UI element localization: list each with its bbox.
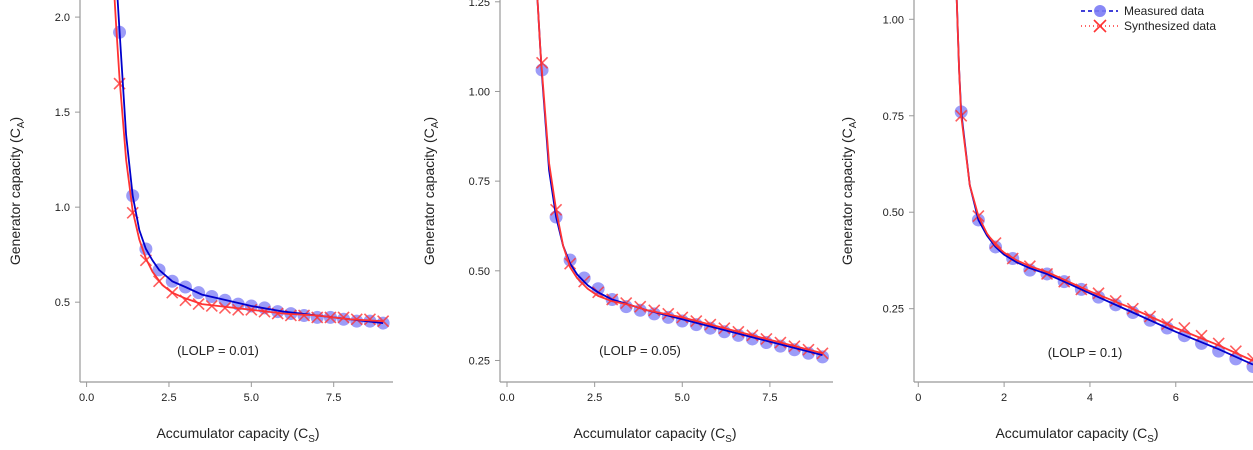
measured-data-curve [536,0,823,356]
x-tick-label: 0.0 [79,392,94,404]
synthesized-data-point [311,311,324,324]
measured-data-point [591,282,605,296]
y-axis-label-sub: A [16,121,27,128]
synthesized-data-point [337,311,350,324]
x-tick-label: 0 [915,392,921,404]
x-tick-label: 2.5 [587,392,602,404]
x-tick-label: 5.0 [675,392,690,404]
x-axis-label-text: Accumulator capacity (C [156,425,308,441]
lolp-annotation: (LOLP = 0.1) [1048,345,1123,360]
y-axis-label: Generator capacity (CA) [839,117,859,265]
x-axis-label: Accumulator capacity (CS) [573,425,736,445]
x-axis-label-sub: S [725,434,732,445]
y-axis-label: Generator capacity (CA) [421,117,441,265]
y-tick-label: 0.25 [883,304,904,316]
x-axis-label-text: Accumulator capacity (C [573,425,725,441]
chart-panel-1: 0.0 2.5 5.0 7.5 0.5 1.0 1.5 2.0 Accumulator capa… [7,0,393,445]
x-axis-label-sub: S [308,434,315,445]
x-tick-label: 4 [1087,392,1093,404]
legend-label-synthesized: Synthesized data [1124,19,1216,33]
lolp-annotation: (LOLP = 0.01) [177,343,259,358]
lolp-annotation: (LOLP = 0.05) [599,343,681,358]
x-axis-label-end: ) [315,425,320,441]
legend-entry-synthesized: Synthesized data [1081,19,1216,33]
x-tick-label: 2.5 [161,392,176,404]
y-tick-label: 0.50 [883,207,904,219]
measured-data-curve [955,0,1253,366]
legend-entry-measured: Measured data [1081,4,1204,18]
y-tick-label: 0.50 [469,266,490,278]
chart-panel-2: 0.0 2.5 5.0 7.5 0.25 0.50 0.75 1.00 1.25 Accumula… [421,0,833,445]
legend-marker-measured [1094,5,1106,17]
y-axis-label-text: Generator capacity (C [421,128,437,265]
synthesized-data-curve [955,0,1253,362]
x-tick-label: 6 [1173,392,1179,404]
synthesized-data-point [232,303,245,316]
x-axis-label: Accumulator capacity (CS) [156,425,319,445]
y-tick-label: 0.75 [469,176,490,188]
y-axis-label-sub: A [848,121,859,128]
chart-panel-3: 0 2 4 6 0.25 0.50 0.75 1.00 Accumulator capacity… [839,0,1253,445]
y-tick-label: 0.75 [883,111,904,123]
measured-data-point [271,305,285,319]
x-axis-label: Accumulator capacity (CS) [995,425,1158,445]
legend-label-measured: Measured data [1124,4,1204,18]
x-tick-label: 7.5 [326,392,341,404]
x-axis-label-end: ) [1154,425,1159,441]
y-tick-label: 1.00 [469,86,490,98]
x-tick-label: 0.0 [499,392,514,404]
synthesized-data-point [377,315,390,328]
synthesized-data-point [192,298,205,311]
plot-area [954,0,1253,374]
synthesized-data-point [363,313,377,326]
plot-area [113,0,390,330]
y-tick-label: 2.0 [55,12,70,24]
y-axis-label: Generator capacity (CA) [7,117,27,265]
y-tick-label: 1.5 [55,107,70,119]
y-tick-label: 0.5 [55,297,70,309]
x-tick-label: 7.5 [762,392,777,404]
x-axis-label-end: ) [732,425,737,441]
synthesized-data-curve [113,0,384,323]
x-axis-label-text: Accumulator capacity (C [995,425,1147,441]
synthesized-data-point [1178,321,1191,335]
y-axis-label-text: Generator capacity (C [7,128,23,265]
x-axis-label-sub: S [1147,434,1154,445]
synthesized-data-curve [536,0,823,355]
y-axis-label-end: ) [839,117,855,122]
y-tick-label: 0.25 [469,355,490,367]
y-axis-label-text: Generator capacity (C [839,128,855,265]
synthesized-data-point [218,301,232,314]
measured-data-point [350,314,364,328]
y-axis-label-end: ) [421,117,437,122]
measured-data-curve [116,0,384,324]
y-tick-label: 1.00 [883,14,904,26]
y-tick-label: 1.25 [469,0,490,9]
x-tick-label: 2 [1001,392,1007,404]
y-axis-label-sub: A [430,121,441,128]
y-tick-label: 1.0 [55,202,70,214]
measured-data-point [376,316,390,330]
y-axis-label-end: ) [7,117,23,122]
synthesized-data-point [634,300,647,313]
plot-area [535,0,829,364]
x-tick-label: 5.0 [244,392,259,404]
